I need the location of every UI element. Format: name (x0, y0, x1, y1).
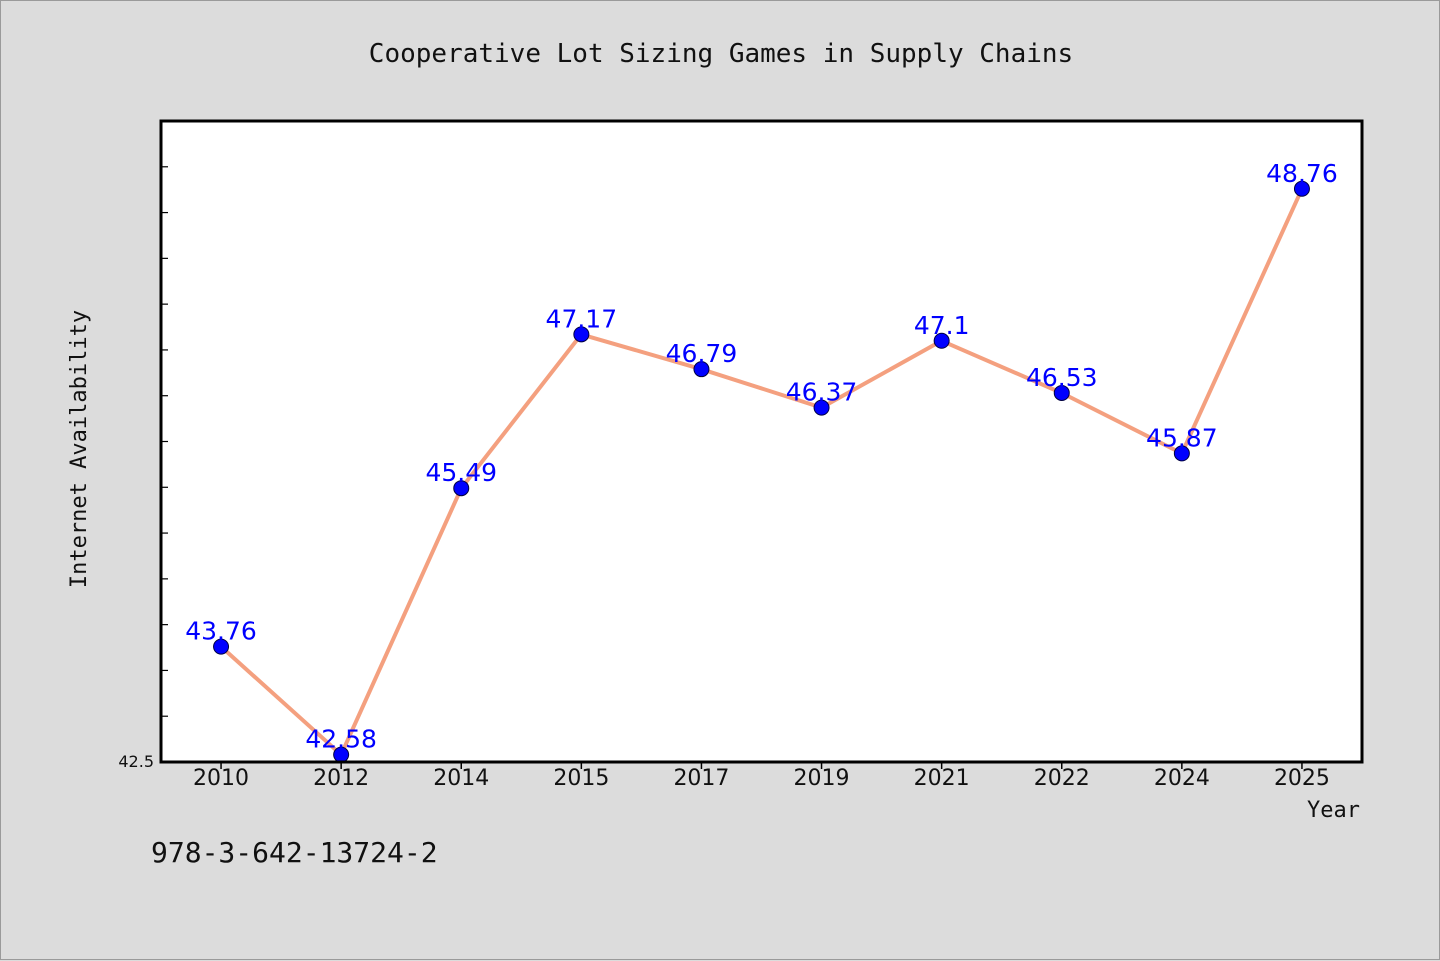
chart-title: Cooperative Lot Sizing Games in Supply C… (369, 39, 1073, 69)
data-label: 45.87 (1146, 423, 1218, 452)
data-label: 42.58 (305, 725, 377, 754)
x-tick-label: 2019 (794, 766, 850, 791)
series-line (219, 186, 1304, 757)
data-point (1293, 180, 1310, 197)
data-label: 48.76 (1266, 159, 1338, 188)
x-tick-label: 2012 (313, 766, 369, 791)
y-axis-label: Internet Availability (67, 310, 92, 588)
x-tick-label: 2024 (1154, 766, 1210, 791)
data-labels: 43.76 42.58 45.49 47.17 46.79 46.37 47.1 46.53 4… (185, 159, 1337, 754)
data-label: 47.1 (914, 311, 970, 340)
data-point (573, 326, 590, 343)
data-point (933, 332, 950, 349)
data-label: 45.49 (425, 458, 497, 487)
data-point (693, 361, 710, 378)
x-tick-label: 2017 (673, 766, 729, 791)
data-point (1053, 384, 1070, 401)
isbn-text: 978-3-642-13724-2 (151, 836, 438, 869)
data-label: 47.17 (546, 304, 618, 333)
data-label: 46.37 (786, 378, 858, 407)
data-point (453, 480, 470, 497)
x-tick-label: 2022 (1034, 766, 1090, 791)
x-axis-tick-labels: 2010 2012 2014 2015 2017 2019 2021 2022 2024 2025 (193, 766, 1330, 791)
series-markers (213, 180, 1310, 763)
y-axis-min-label: 42.5 (118, 752, 154, 771)
data-label: 43.76 (185, 617, 257, 646)
data-label: 46.79 (666, 339, 738, 368)
plot-frame (159, 119, 1364, 764)
data-point (213, 638, 230, 655)
x-tick-label: 2021 (914, 766, 970, 791)
x-tick-label: 2010 (193, 766, 249, 791)
x-axis-label: Year (1307, 798, 1360, 823)
x-tick-label: 2025 (1274, 766, 1330, 791)
data-label: 46.53 (1026, 363, 1098, 392)
x-tick-label: 2014 (433, 766, 489, 791)
data-point (1173, 445, 1190, 462)
x-tick-label: 2015 (553, 766, 609, 791)
data-point (813, 399, 830, 416)
